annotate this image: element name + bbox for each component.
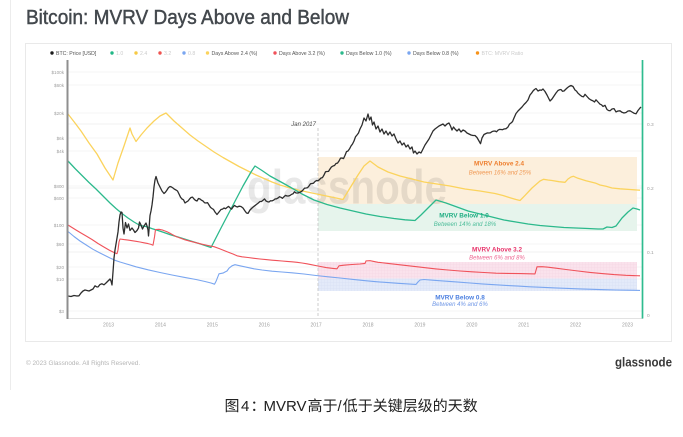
svg-text:0.1: 0.1: [647, 250, 654, 256]
svg-text:BTC: Price [USD]: BTC: Price [USD]: [56, 51, 97, 57]
svg-text:MVRV Above 2.4: MVRV Above 2.4: [474, 160, 525, 167]
svg-text:2014: 2014: [155, 323, 166, 329]
svg-text:$600: $600: [54, 196, 65, 201]
svg-text:MVRV: MVRV: [264, 398, 307, 415]
svg-text:$60k: $60k: [54, 83, 65, 88]
svg-text:$20k: $20k: [54, 111, 65, 116]
svg-text:Jan 2017: Jan 2017: [290, 122, 316, 128]
svg-text:$20: $20: [56, 265, 64, 270]
svg-text:Between 4% and 6%: Between 4% and 6%: [432, 302, 488, 308]
svg-text:MVRV Above 3.2: MVRV Above 3.2: [472, 247, 523, 254]
svg-text:0.3: 0.3: [647, 122, 654, 128]
svg-text:$3: $3: [59, 309, 65, 314]
svg-text:$100: $100: [54, 223, 65, 228]
svg-text:$800: $800: [54, 184, 65, 189]
svg-text:2019: 2019: [414, 323, 425, 329]
svg-text:© 2023 Glassnode. All Rights R: © 2023 Glassnode. All Rights Reserved.: [26, 359, 140, 367]
svg-text:$100k: $100k: [51, 70, 64, 75]
svg-text:Days Above 3.2 (%): Days Above 3.2 (%): [279, 51, 325, 57]
svg-text:BTC: MVRV Ratio: BTC: MVRV Ratio: [482, 51, 524, 57]
svg-text:glassnode: glassnode: [247, 162, 447, 215]
svg-text:/: /: [338, 398, 343, 415]
svg-text:2013: 2013: [103, 323, 114, 329]
svg-text:Between 14% and 18%: Between 14% and 18%: [434, 222, 497, 228]
svg-text:$10: $10: [56, 277, 64, 282]
svg-text:Days Below 0.8 (%): Days Below 0.8 (%): [413, 51, 459, 57]
svg-text:3.2: 3.2: [164, 51, 171, 57]
svg-text:2020: 2020: [466, 323, 477, 329]
svg-text:$4k: $4k: [57, 149, 65, 154]
svg-text:2023: 2023: [622, 323, 633, 329]
svg-text:0.8: 0.8: [188, 51, 195, 57]
svg-text:2021: 2021: [518, 323, 529, 329]
svg-text:Between 6% and 8%: Between 6% and 8%: [469, 256, 525, 262]
svg-text:2015: 2015: [207, 323, 218, 329]
svg-text:2017: 2017: [311, 323, 322, 329]
svg-text:1.0: 1.0: [116, 51, 123, 57]
svg-text:4: 4: [241, 398, 249, 415]
svg-text:$6k: $6k: [57, 136, 65, 141]
svg-text:2022: 2022: [570, 323, 581, 329]
svg-text:$60: $60: [56, 242, 64, 247]
svg-text:Days Below 1.0 (%): Days Below 1.0 (%): [346, 51, 392, 57]
svg-text:glassnode: glassnode: [615, 356, 672, 370]
svg-text:2016: 2016: [259, 323, 270, 329]
svg-text:0.2: 0.2: [647, 186, 654, 192]
svg-text:Between 16% and 25%: Between 16% and 25%: [469, 171, 532, 177]
svg-text:MVRV Below 1.0: MVRV Below 1.0: [439, 213, 489, 220]
svg-text:2.4: 2.4: [140, 51, 147, 57]
svg-text:2018: 2018: [362, 323, 373, 329]
svg-text:0: 0: [647, 313, 650, 319]
svg-text:MVRV Below 0.8: MVRV Below 0.8: [435, 295, 485, 302]
svg-text:Days Above 2.4 (%): Days Above 2.4 (%): [212, 51, 258, 57]
svg-text:Bitcoin: MVRV Days Above and B: Bitcoin: MVRV Days Above and Below: [26, 7, 350, 29]
